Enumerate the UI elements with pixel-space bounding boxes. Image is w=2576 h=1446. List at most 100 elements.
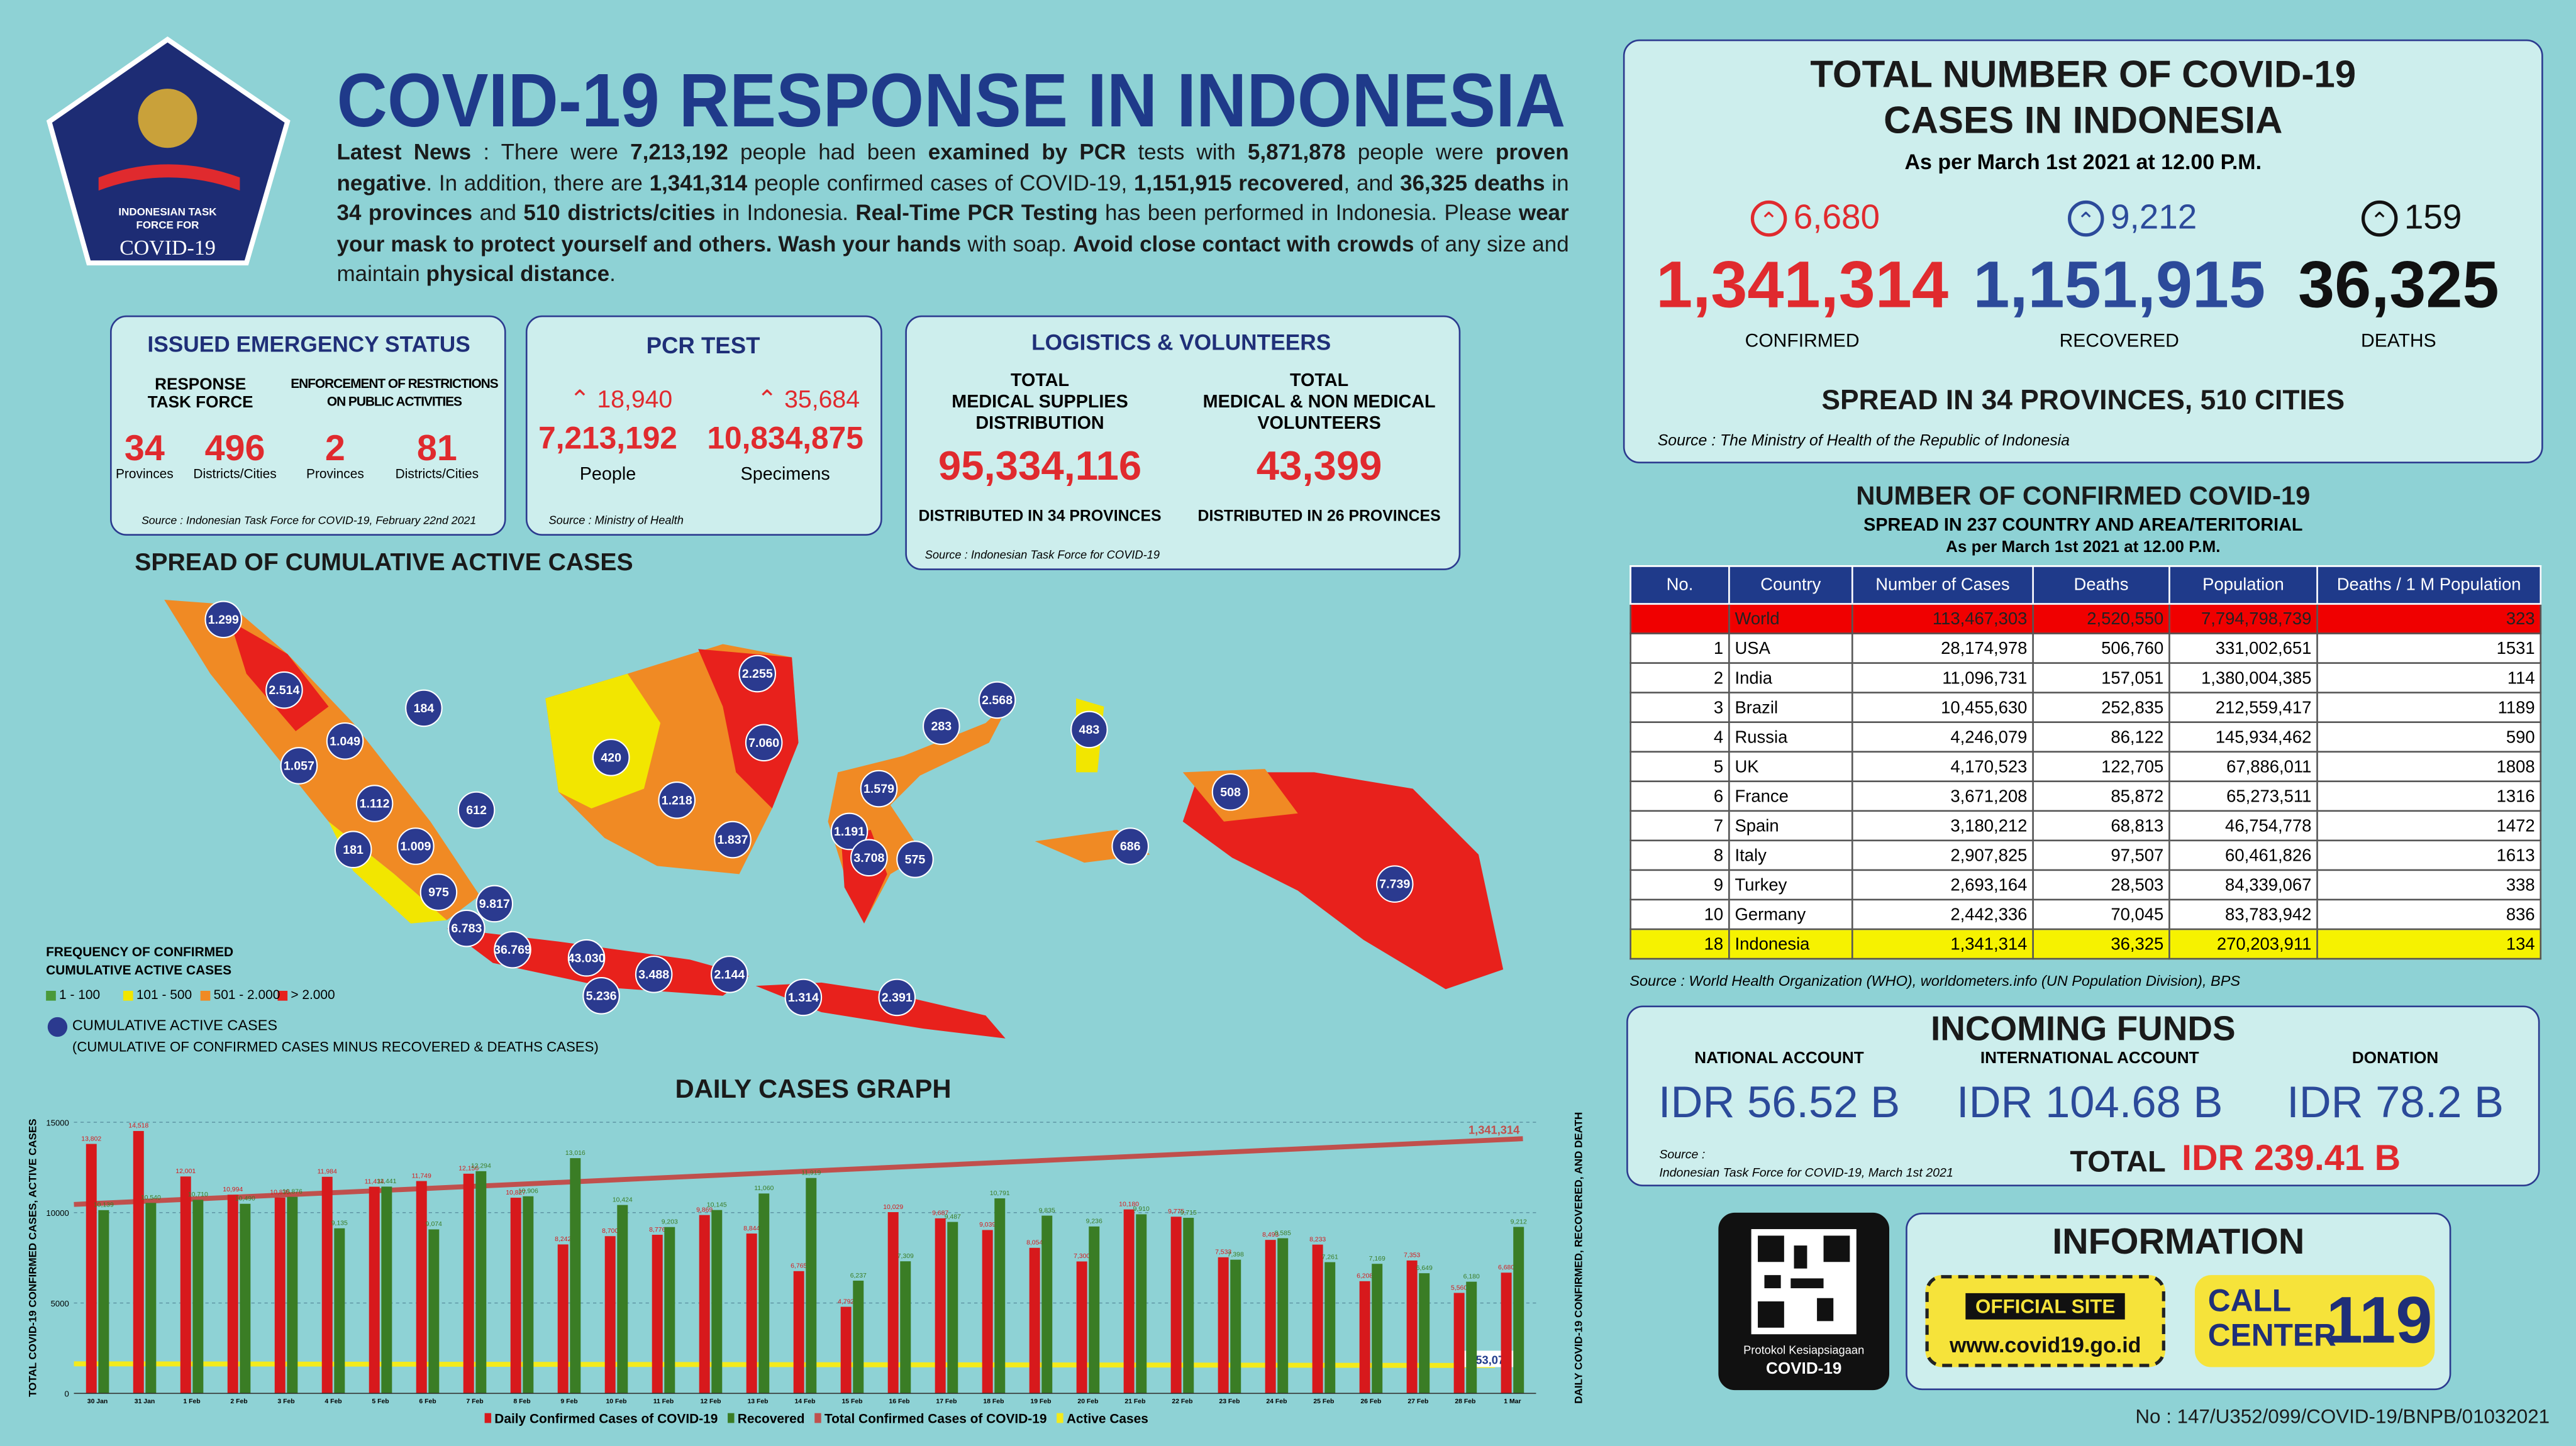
table-cell: 212,559,417 xyxy=(2168,692,2318,723)
y-tick-label: 15000 xyxy=(46,1118,69,1127)
table-cell: Indonesia xyxy=(1728,928,1853,960)
table-cell: 338 xyxy=(2316,869,2542,901)
value-label: 13,016 xyxy=(565,1150,586,1157)
table-header: No. Country Number of Cases Deaths Populatio… xyxy=(1629,565,2542,605)
table-cell: 836 xyxy=(2316,898,2542,930)
world-table: No. Country Number of Cases Deaths Populatio… xyxy=(1629,565,2542,960)
x-tick-label: 28 Feb xyxy=(1455,1398,1475,1405)
x-tick-label: 8 Feb xyxy=(513,1398,530,1405)
qr-dots xyxy=(1790,1278,1824,1289)
call-label: CALL xyxy=(2207,1284,2292,1320)
table-cell: 113,467,303 xyxy=(1851,603,2034,634)
news-segment: 7,213,192 xyxy=(630,140,728,165)
bar xyxy=(86,1144,97,1394)
footer-number: No : 147/U352/099/COVID-19/BNPB/01032021 xyxy=(2135,1405,2550,1428)
map-bubble xyxy=(830,812,869,851)
bubble-label: 6.783 xyxy=(451,922,482,935)
map-bubble xyxy=(850,839,888,877)
value-label: 10,540 xyxy=(141,1195,161,1201)
value-label: 8,700 xyxy=(602,1228,618,1235)
news-segment: wear your mask to protect yourself and o… xyxy=(336,201,1569,257)
value-label: 10,029 xyxy=(883,1204,903,1211)
table-cell: 1 xyxy=(1629,632,1730,664)
y-tick-label: 10000 xyxy=(46,1208,69,1218)
table-cell: 1316 xyxy=(2316,780,2542,812)
total-value: 1,151,915 xyxy=(1973,250,2266,323)
value-label: 9,835 xyxy=(1039,1207,1055,1214)
table-cell: 1,380,004,385 xyxy=(2168,662,2318,693)
bar xyxy=(240,1203,251,1394)
totals-title: TOTAL NUMBER OF COVID-19 xyxy=(1810,52,2357,96)
news-segment: tests with xyxy=(1126,140,1248,165)
stat-label: Provinces xyxy=(115,466,174,482)
bar xyxy=(806,1178,817,1394)
logo-text: INDONESIAN TASK xyxy=(118,206,217,218)
column-header: Deaths xyxy=(2032,565,2170,605)
bubble-label: 508 xyxy=(1220,785,1241,799)
map-bubble xyxy=(1111,827,1149,865)
qr-finder xyxy=(1758,1235,1784,1262)
fund-value: IDR 78.2 B xyxy=(2287,1078,2504,1127)
bar xyxy=(1041,1215,1053,1394)
table-cell: 1189 xyxy=(2316,692,2542,723)
value-label: 9,687 xyxy=(932,1210,948,1217)
x-tick-label: 21 Feb xyxy=(1124,1398,1145,1405)
bubble-label: 483 xyxy=(1079,723,1100,737)
x-tick-label: 31 Jan xyxy=(135,1398,155,1405)
news-segment: 36,325 deaths xyxy=(1400,170,1545,195)
table-cell: 70,045 xyxy=(2032,898,2170,930)
table-cell: 68,813 xyxy=(2032,810,2170,842)
bubble-label: 2.255 xyxy=(742,667,773,681)
bar xyxy=(1466,1281,1477,1394)
map-bubble xyxy=(326,722,364,760)
map-bubble xyxy=(582,977,620,1015)
x-tick-label: 4 Feb xyxy=(325,1398,341,1405)
call-badge[interactable] xyxy=(2194,1275,2435,1367)
table-cell: 157,051 xyxy=(2032,662,2170,693)
table-cell: 65,273,511 xyxy=(2168,780,2318,812)
bar xyxy=(853,1281,864,1394)
news-segment: . In addition, there are xyxy=(426,170,650,195)
legend-swatch xyxy=(1057,1413,1063,1423)
map-bubble xyxy=(265,671,303,709)
news-segment: Avoid close contact with crowds xyxy=(1073,231,1414,257)
total-label: TOTAL xyxy=(2070,1145,2166,1178)
qr-finder xyxy=(1758,1301,1784,1328)
bubble-label: 283 xyxy=(931,720,952,734)
value-label: 12,294 xyxy=(471,1163,491,1170)
x-tick-label: 27 Feb xyxy=(1407,1398,1428,1405)
x-tick-label: 5 Feb xyxy=(372,1398,389,1405)
bar xyxy=(475,1171,487,1394)
bar xyxy=(1089,1226,1100,1394)
value-label: 10,876 xyxy=(282,1188,303,1195)
call-number[interactable]: 119 xyxy=(2326,1284,2433,1357)
news-segment: 1,341,314 xyxy=(649,170,748,195)
table-row: 9 Turkey 2,693,164 28,503 84,339,067 338 xyxy=(1629,869,2542,901)
value-label: 6,180 xyxy=(1463,1273,1480,1280)
table-cell: India xyxy=(1728,662,1853,693)
value-label: 8,844 xyxy=(743,1225,760,1232)
x-tick-label: 2 Feb xyxy=(230,1398,247,1405)
bar xyxy=(1230,1259,1241,1394)
y-tick-label: 0 xyxy=(64,1389,69,1399)
bar xyxy=(570,1158,581,1394)
table-row: 7 Spain 3,180,212 68,813 46,754,778 1472 xyxy=(1629,810,2542,842)
site-url[interactable]: www.covid19.go.id xyxy=(1949,1332,2141,1357)
source: Source : The Ministry of Health of the R… xyxy=(1657,432,2070,451)
bubble-label: 36.769 xyxy=(494,943,531,957)
increase-value: 6,680 xyxy=(1793,199,1880,237)
stat-note: DISTRIBUTED IN 34 PROVINCES xyxy=(918,507,1162,526)
table-cell: 1,341,314 xyxy=(1851,928,2034,960)
fund-value: IDR 104.68 B xyxy=(1957,1078,2223,1127)
bar xyxy=(334,1228,345,1394)
table-cell: 145,934,462 xyxy=(2168,721,2318,753)
value-label: 11,060 xyxy=(754,1185,774,1192)
table-cell: 5 xyxy=(1629,751,1730,783)
x-tick-label: 18 Feb xyxy=(983,1398,1004,1405)
bubble-label: 1.049 xyxy=(330,734,360,748)
increase: ⌃ 35,684 xyxy=(757,386,860,414)
x-tick-label: 1 Mar xyxy=(1504,1398,1521,1405)
table-subtitle: SPREAD IN 237 COUNTRY AND AREA/TERITORIA… xyxy=(1863,516,2303,536)
site-badge[interactable] xyxy=(1925,1275,2165,1367)
main-title: COVID-19 RESPONSE IN INDONESIA xyxy=(337,58,1566,143)
